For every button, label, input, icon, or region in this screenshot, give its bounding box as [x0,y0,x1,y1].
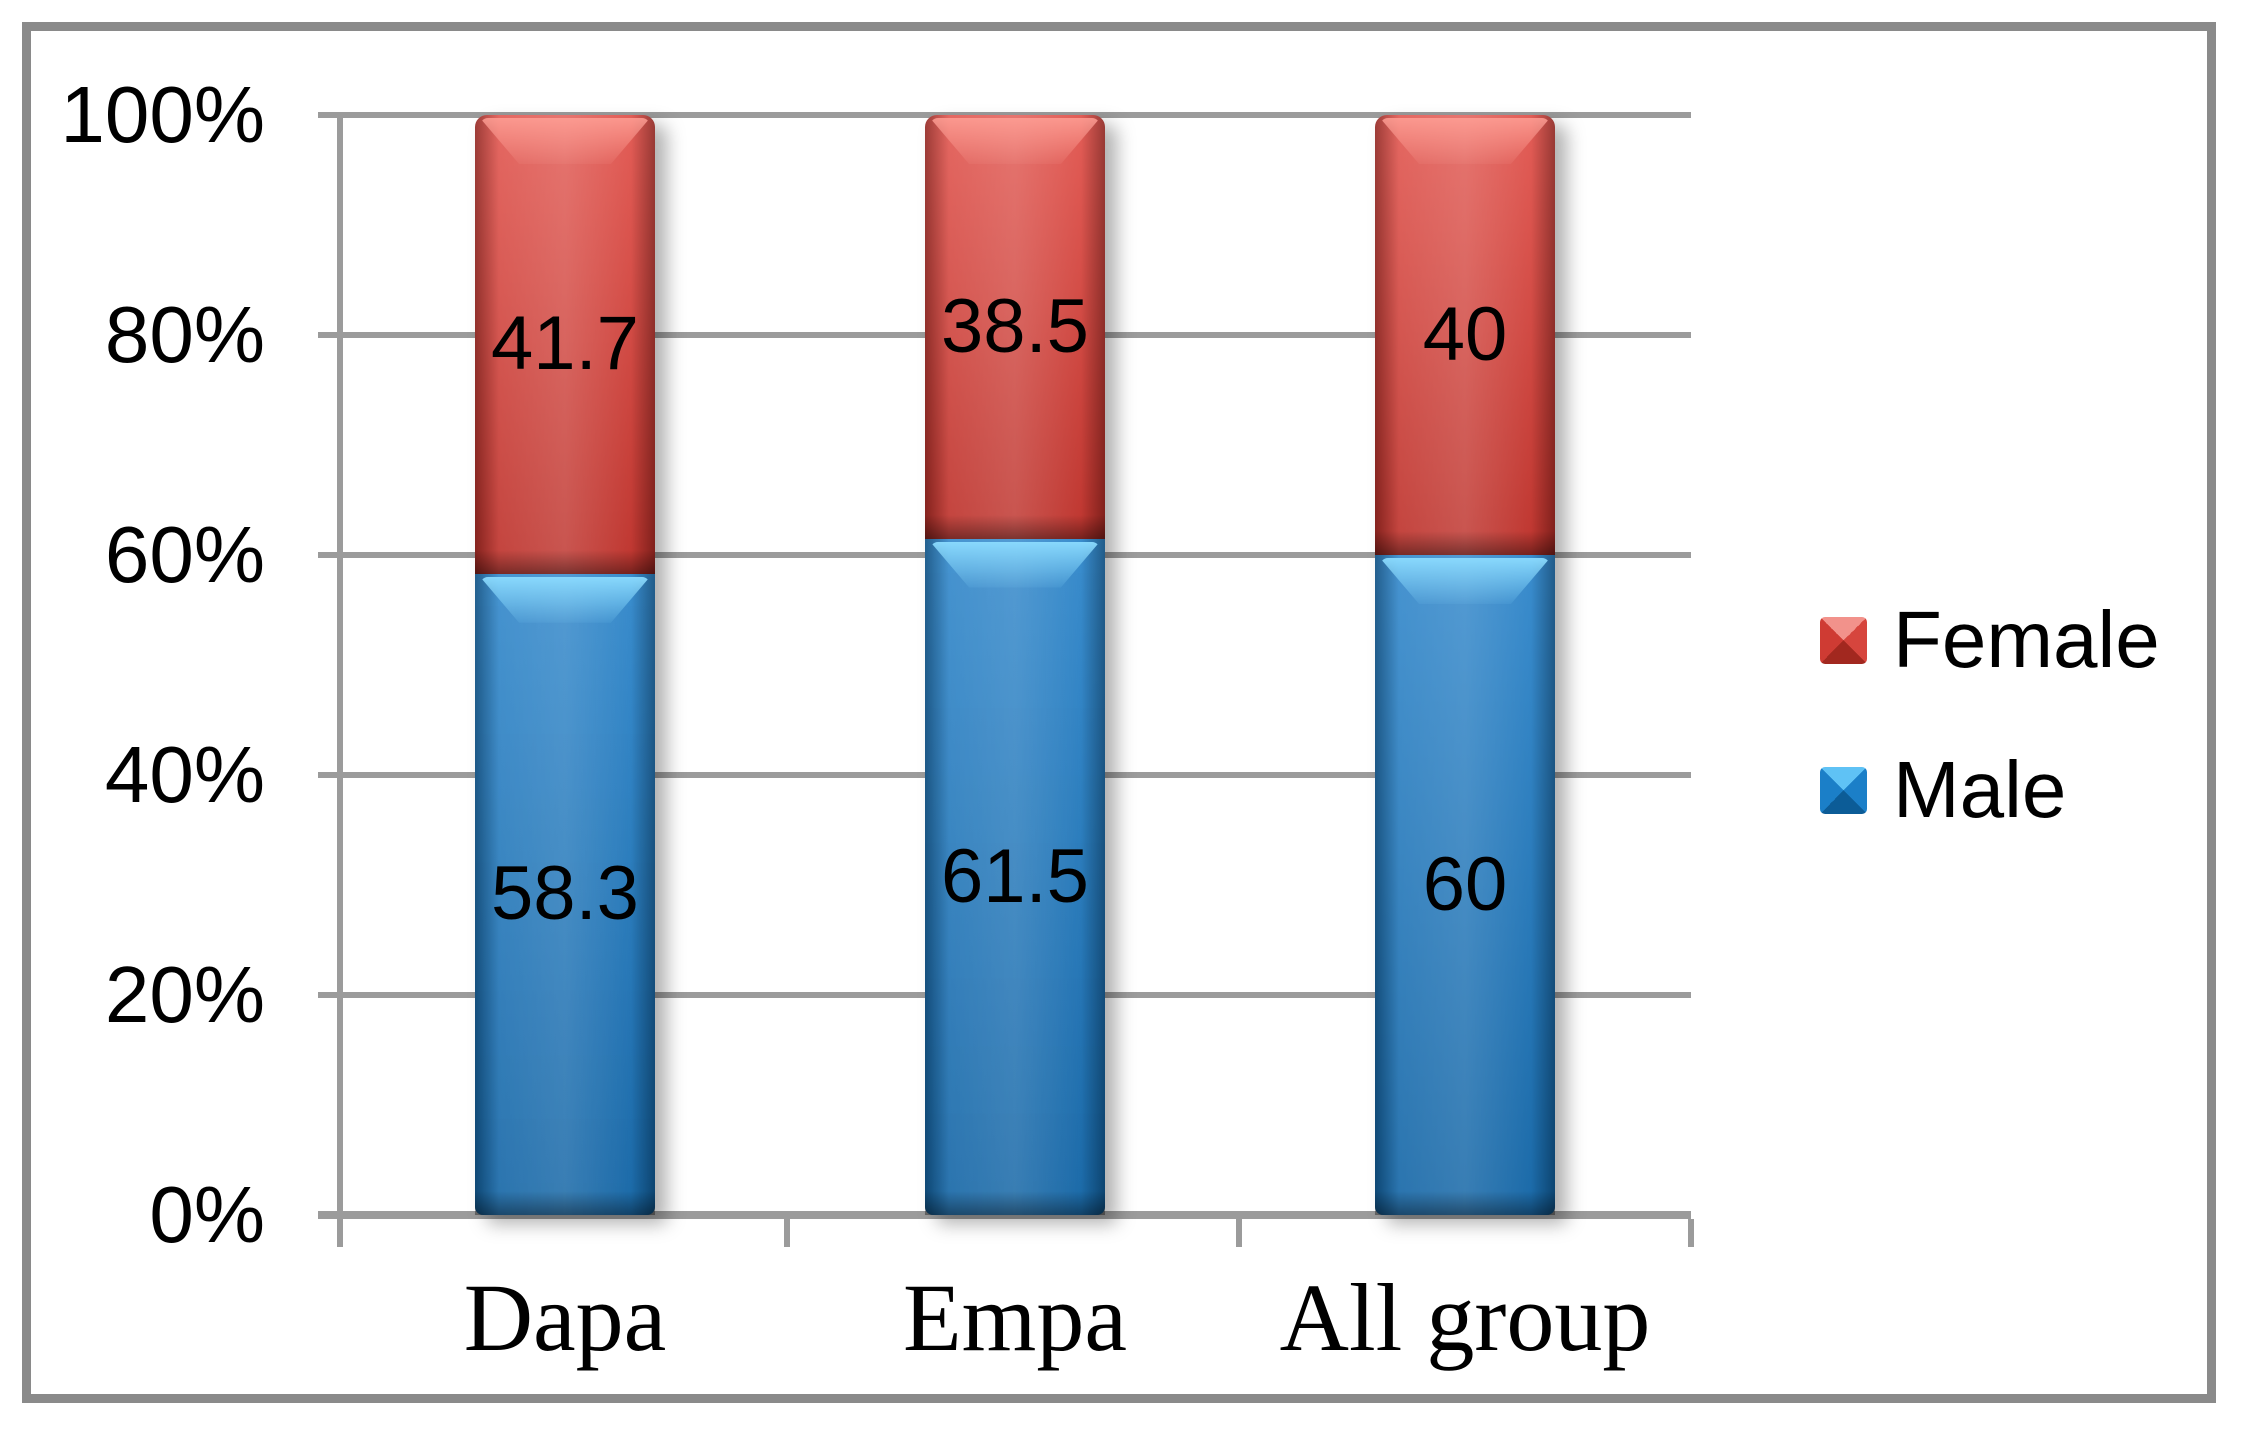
y-axis-label-80: 80% [104,290,265,379]
x-axis-tick [1236,1219,1242,1247]
y-axis-label-20: 20% [104,950,265,1039]
value-label-dapa-female: 41.7 [491,301,639,387]
value-label-empa-female: 38.5 [941,283,1089,369]
segment-empa-male: 61.5 [925,538,1105,1215]
legend-label-male: Male [1893,745,2067,834]
y-axis-label-100: 100% [60,70,265,159]
segment-empa-female: 38.5 [925,115,1105,539]
plot-area: 100% 80% 60% 40% 20% 0% 41.7 58.3 38.5 6… [60,75,1694,1370]
value-label-empa-male: 61.5 [941,833,1089,919]
bar-empa: 38.5 61.5 [925,115,1105,1215]
x-axis-label-dapa: Dapa [463,1264,667,1371]
x-axis-label-empa: Empa [903,1264,1127,1371]
value-label-dapa-male: 58.3 [491,851,639,937]
value-label-all-group-female: 40 [1422,292,1508,377]
legend-swatch-male-icon [1820,766,1867,814]
x-axis-tick [784,1219,790,1247]
legend-item-male: Male [1820,750,2066,830]
x-axis-label-all-group: All group [1279,1264,1651,1371]
x-axis-line [318,1211,1691,1219]
legend-item-female: Female [1820,600,2160,680]
segment-all-group-male: 60 [1375,555,1555,1215]
bar-dapa: 41.7 58.3 [475,115,655,1216]
y-axis-line [337,115,343,1247]
figure-frame [22,22,2216,1403]
legend-label-female: Female [1893,595,2160,684]
legend-swatch-female-icon [1820,616,1867,664]
segment-dapa-female: 41.7 [475,115,655,574]
x-axis-tick [1688,1219,1694,1247]
segment-dapa-male: 58.3 [475,573,655,1216]
value-label-all-group-male: 60 [1422,842,1508,927]
bar-all-group: 40 60 [1375,115,1555,1215]
y-axis-label-0: 0% [149,1170,265,1259]
y-axis-label-60: 60% [104,510,265,599]
segment-all-group-female: 40 [1375,115,1555,555]
y-axis-label-40: 40% [104,730,265,819]
